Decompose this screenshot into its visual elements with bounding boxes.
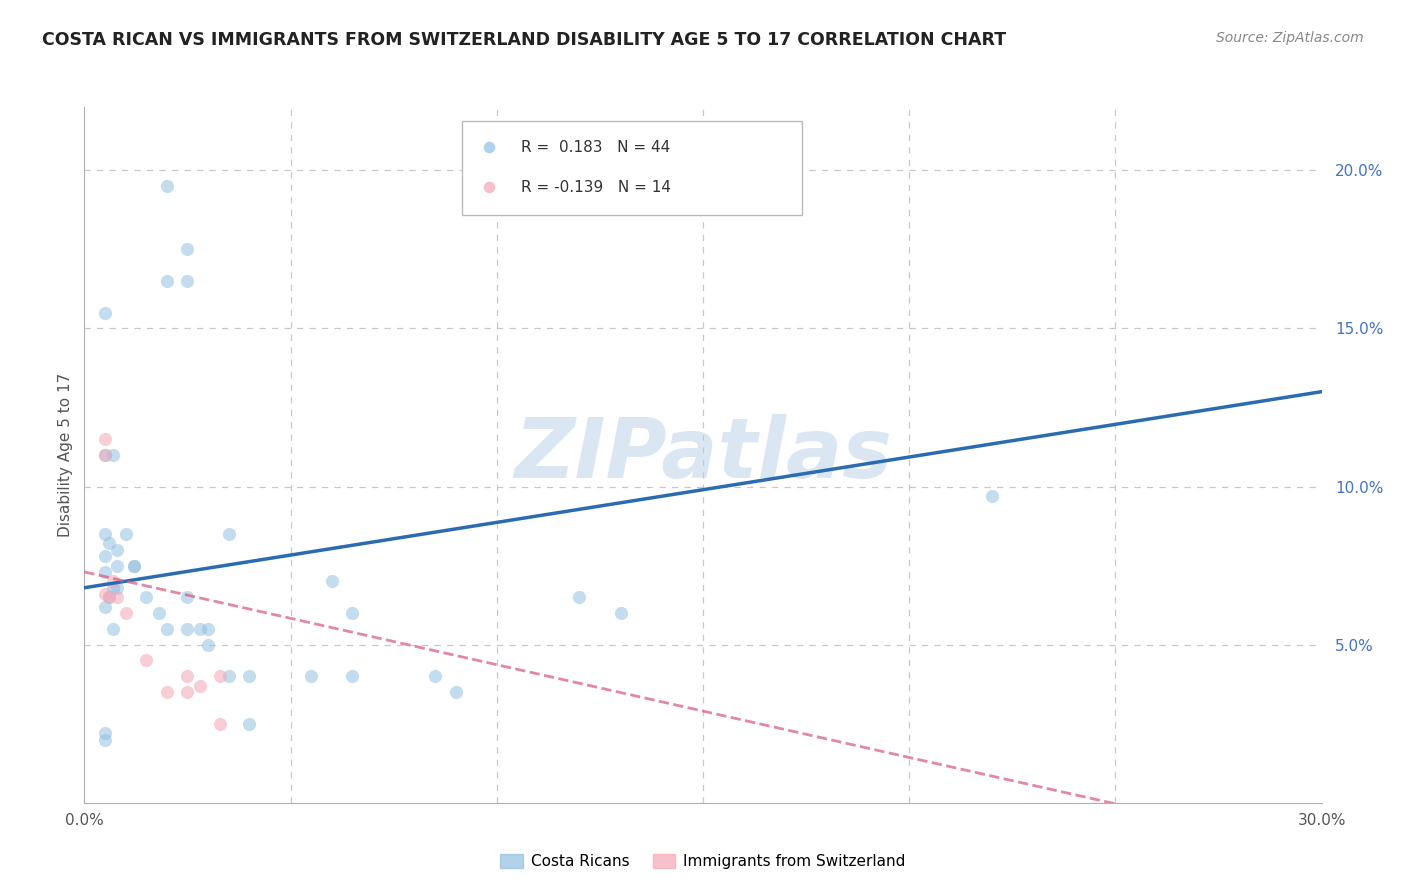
Point [156,685,179,699]
Point [176,685,198,699]
Point [94,432,117,446]
Point [568,591,591,605]
Point [197,638,219,652]
Point [299,669,322,683]
Point [103,448,125,462]
Legend: Costa Ricans, Immigrants from Switzerland: Costa Ricans, Immigrants from Switzerlan… [495,848,911,875]
Point [188,622,211,636]
Point [105,542,128,557]
Point [135,591,157,605]
Point [156,274,179,288]
Text: ZIPatlas: ZIPatlas [515,415,891,495]
Point [342,669,364,683]
Point [209,716,232,731]
Point [94,549,117,563]
Point [176,669,198,683]
Point [342,606,364,620]
Point [114,527,136,541]
Point [188,679,211,693]
Point [176,274,198,288]
Point [122,558,145,573]
Text: R =  0.183   N = 44: R = 0.183 N = 44 [522,140,671,155]
Point [218,669,240,683]
Point [94,726,117,740]
Point [176,243,198,257]
Point [94,565,117,579]
Point [114,606,136,620]
FancyBboxPatch shape [461,121,801,215]
Point [105,591,128,605]
Point [209,669,232,683]
Point [176,622,198,636]
Point [609,606,631,620]
Point [103,581,125,595]
Point [103,622,125,636]
Text: Source: ZipAtlas.com: Source: ZipAtlas.com [1216,31,1364,45]
Point [94,599,117,614]
Point [105,581,128,595]
Point [122,558,145,573]
Point [94,448,117,462]
Text: COSTA RICAN VS IMMIGRANTS FROM SWITZERLAND DISABILITY AGE 5 TO 17 CORRELATION CH: COSTA RICAN VS IMMIGRANTS FROM SWITZERLA… [42,31,1007,49]
Point [980,489,1002,503]
Y-axis label: Disability Age 5 to 17: Disability Age 5 to 17 [58,373,73,537]
Point [103,574,125,589]
Point [94,305,117,319]
Point [321,574,343,589]
Point [94,527,117,541]
Text: R = -0.139   N = 14: R = -0.139 N = 14 [522,179,671,194]
Point [444,685,467,699]
Point [98,591,121,605]
Point [156,179,179,194]
Point [176,591,198,605]
Point [98,536,121,550]
Point [218,527,240,541]
Point [135,653,157,667]
Point [238,716,260,731]
Point [98,591,121,605]
Point [94,448,117,462]
Point [94,732,117,747]
Point [94,587,117,601]
Point [105,558,128,573]
Point [156,622,179,636]
Point [148,606,170,620]
Point [197,622,219,636]
Point [238,669,260,683]
Point [423,669,446,683]
